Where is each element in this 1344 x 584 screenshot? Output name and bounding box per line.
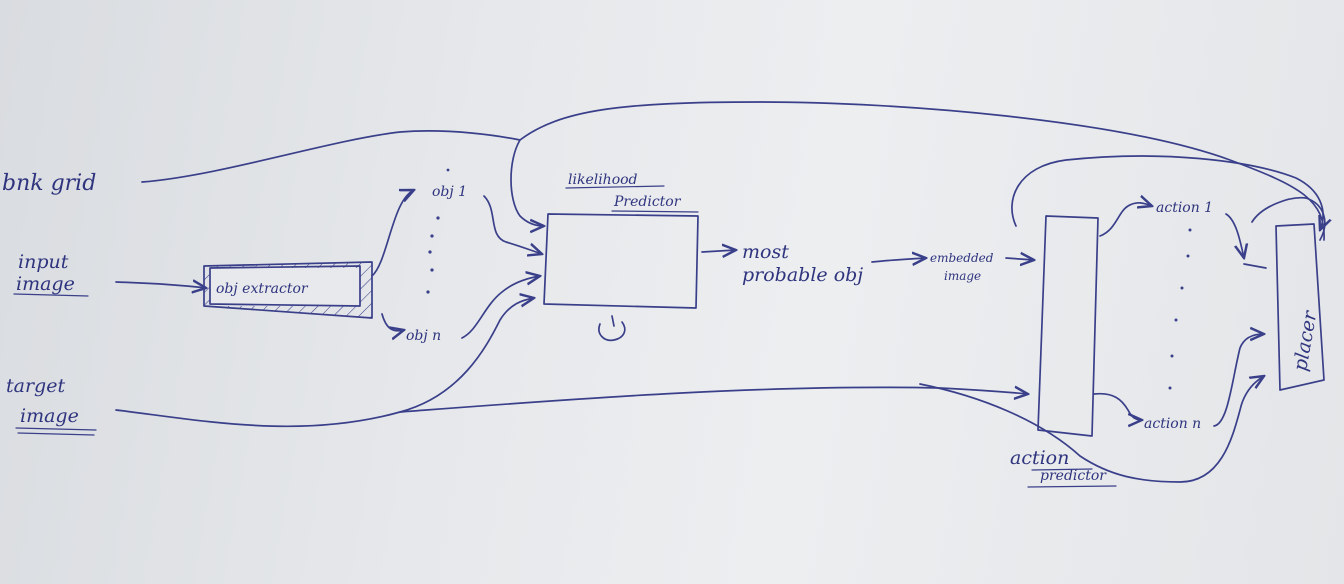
obj-1-label: obj 1 bbox=[432, 184, 467, 200]
arrow-target-to-action-predictor bbox=[399, 387, 1028, 413]
likelihood-predictor-box bbox=[543, 213, 699, 309]
arrow-target-to-placer bbox=[919, 376, 1264, 483]
target-image-label-line2: image bbox=[20, 405, 79, 427]
obj-n-label: obj n bbox=[406, 328, 441, 344]
arrow-to-action1 bbox=[1099, 203, 1152, 237]
arrow-action1-to-placer-tail bbox=[1243, 263, 1267, 269]
input-image-underline bbox=[13, 293, 89, 297]
arrow-embedded-to-action-predictor bbox=[1005, 258, 1034, 260]
likelihood-predictor-label-line1: likelihood bbox=[568, 172, 638, 188]
placer-box bbox=[1275, 223, 1325, 391]
embedded-image-label-line2: image bbox=[944, 269, 981, 283]
placer-loop-small bbox=[1251, 196, 1326, 241]
arrow-obj1-to-predictor bbox=[483, 195, 542, 254]
arrow-target-to-predictor bbox=[115, 298, 534, 428]
target-image-label-line1: target bbox=[6, 375, 65, 397]
action-predictor-box bbox=[1037, 215, 1099, 437]
arrow-objn-to-predictor bbox=[461, 276, 540, 339]
input-image-label-line2: image bbox=[16, 273, 75, 295]
obj-extractor-label: obj extractor bbox=[216, 281, 309, 297]
action-n-label: action n bbox=[1144, 416, 1201, 432]
arrow-predictor-to-most-probable bbox=[701, 250, 736, 252]
action-predictor-label-line2: predictor bbox=[1040, 468, 1107, 484]
arrow-blank-grid-to-predictor bbox=[510, 139, 544, 226]
arrow-actionn-to-placer bbox=[1213, 334, 1264, 427]
arrow-to-actionn bbox=[1093, 392, 1142, 420]
obj-extractor-box bbox=[203, 261, 373, 319]
target-image-underline bbox=[15, 427, 97, 436]
arrow-input-to-extractor bbox=[115, 282, 206, 288]
arrow-action1-to-placer bbox=[1225, 213, 1244, 258]
action-ellipsis-dots bbox=[1168, 228, 1192, 390]
obj-ellipsis-dots bbox=[426, 168, 450, 294]
input-image-label-line1: input bbox=[18, 251, 69, 273]
most-probable-label-line1: most bbox=[742, 241, 789, 263]
most-probable-label-line2: probable obj bbox=[742, 264, 863, 286]
arrow-extractor-to-obj1 bbox=[371, 190, 414, 277]
action-predictor-underline bbox=[1027, 468, 1117, 488]
action-predictor-label-line1: action bbox=[1010, 447, 1069, 469]
likelihood-predictor-label-line2: Predictor bbox=[613, 194, 682, 210]
placer-label: placer bbox=[1289, 308, 1322, 373]
loop-icon bbox=[598, 315, 626, 342]
arrow-most-probable-to-embedded bbox=[871, 258, 926, 262]
embedded-image-label-line1: embedded bbox=[930, 251, 994, 265]
arrow-extractor-to-objn bbox=[381, 313, 404, 331]
likelihood-predictor-underline bbox=[565, 185, 699, 213]
arrow-loop-to-placer bbox=[1011, 155, 1323, 230]
action-1-label: action 1 bbox=[1156, 200, 1213, 216]
blank-grid-label: bnk grid bbox=[2, 171, 96, 196]
connector-blank-grid-to-placer bbox=[141, 101, 1325, 241]
